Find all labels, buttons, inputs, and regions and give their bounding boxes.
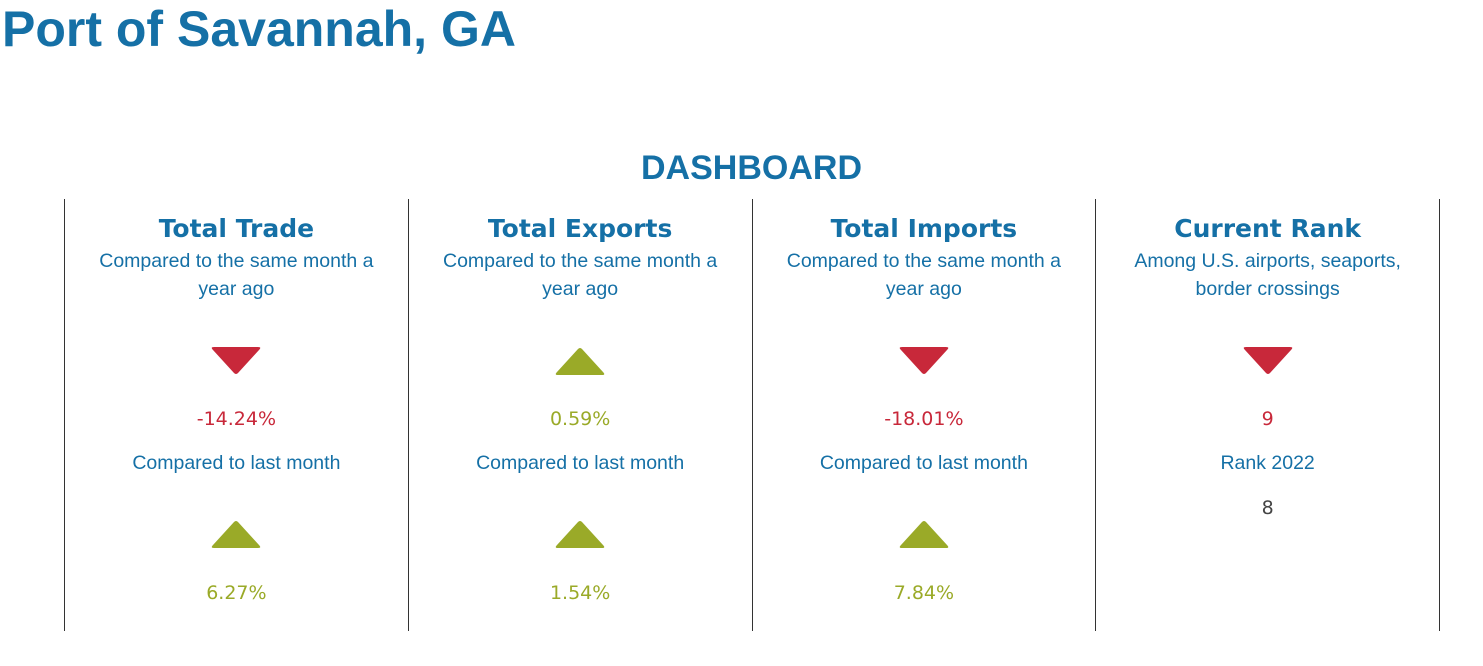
down-arrow-icon [898,346,950,376]
panel-subtitle: Compared to the same month a year ago [443,250,718,300]
up-arrow-icon [554,519,606,549]
compare-label: Compared to last month [819,452,1028,474]
panel-subtitle: Compared to the same month a year ago [786,250,1061,300]
up-arrow-icon [898,519,950,549]
compare-label: Compared to last month [476,452,685,474]
down-arrow-icon [210,346,262,376]
panel-title: Total Trade [158,214,315,243]
compare-label: Compared to last month [132,452,341,474]
dashboard-heading: DASHBOARD [641,149,862,187]
up-arrow-icon [210,519,262,549]
page-title: Port of Savannah, GA [2,1,516,57]
down-arrow-icon [1242,346,1294,376]
panel-title: Current Rank [1174,214,1361,243]
panel-total-exports: Total Exports Compared to the same month… [409,199,753,631]
dashboard-panels: Total Trade Compared to the same month a… [64,199,1440,631]
panel-subtitle: Among U.S. airports, seaports, border cr… [1134,250,1401,300]
rank-year-label: Rank 2022 [1220,452,1315,474]
year-change-value: -18.01% [884,408,964,430]
year-change-value: -14.24% [196,408,277,430]
month-change-value: 6.27% [206,582,267,604]
panel-current-rank: Current Rank Among U.S. airports, seapor… [1096,199,1440,631]
year-change-value: 0.59% [549,408,611,430]
previous-rank-value: 8 [1261,497,1274,519]
panel-title: Total Exports [487,214,673,243]
month-change-value: 7.84% [893,582,955,604]
up-arrow-icon [554,346,606,376]
panel-subtitle: Compared to the same month a year ago [99,250,374,300]
panel-title: Total Imports [830,214,1018,243]
month-change-value: 1.54% [549,582,611,604]
panel-total-trade: Total Trade Compared to the same month a… [65,199,409,631]
current-rank-value: 9 [1261,408,1274,430]
panel-total-imports: Total Imports Compared to the same month… [753,199,1097,631]
